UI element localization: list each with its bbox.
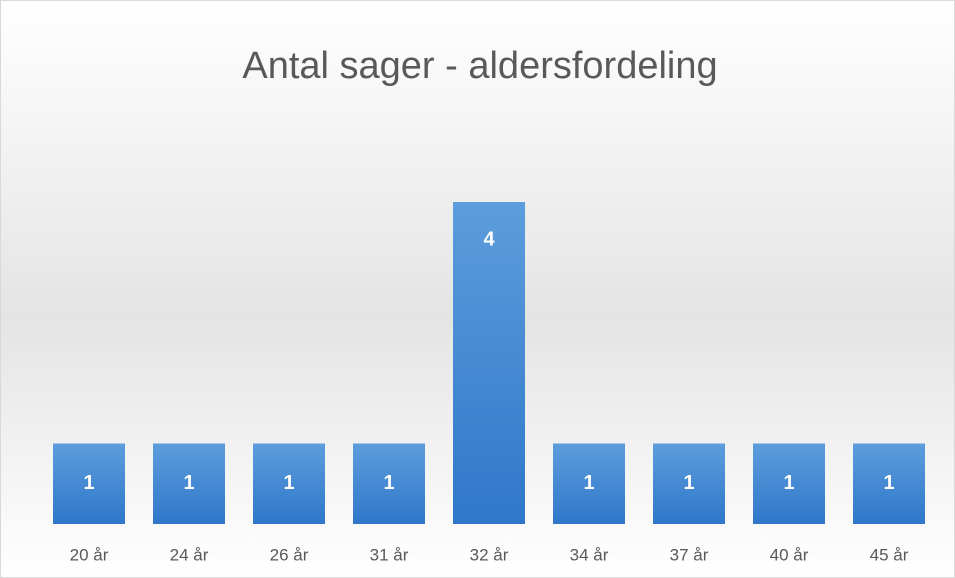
bar (753, 443, 825, 524)
x-tick-label: 32 år (470, 545, 509, 564)
bar (53, 443, 125, 524)
x-tick-label: 26 år (270, 545, 309, 564)
bar (553, 443, 625, 524)
data-label: 1 (683, 472, 694, 494)
x-tick-label: 24 år (170, 545, 209, 564)
bar (153, 443, 225, 524)
x-tick-label: 34 år (570, 545, 609, 564)
bar (653, 443, 725, 524)
data-label: 1 (883, 472, 894, 494)
data-label: 1 (383, 472, 394, 494)
x-tick-label: 20 år (70, 545, 109, 564)
chart-title: Antal sager - aldersfordeling (242, 45, 717, 87)
x-tick-label: 40 år (770, 545, 809, 564)
data-label: 1 (783, 472, 794, 494)
bar (253, 443, 325, 524)
bar (853, 443, 925, 524)
data-label: 4 (483, 228, 495, 250)
data-label: 1 (583, 472, 594, 494)
data-label: 1 (283, 472, 294, 494)
x-tick-label: 37 år (670, 545, 709, 564)
data-label: 1 (183, 472, 194, 494)
bar (453, 202, 525, 524)
data-label: 1 (83, 472, 94, 494)
bar (353, 443, 425, 524)
x-tick-label: 31 år (370, 545, 409, 564)
x-tick-label: 45 år (870, 545, 909, 564)
